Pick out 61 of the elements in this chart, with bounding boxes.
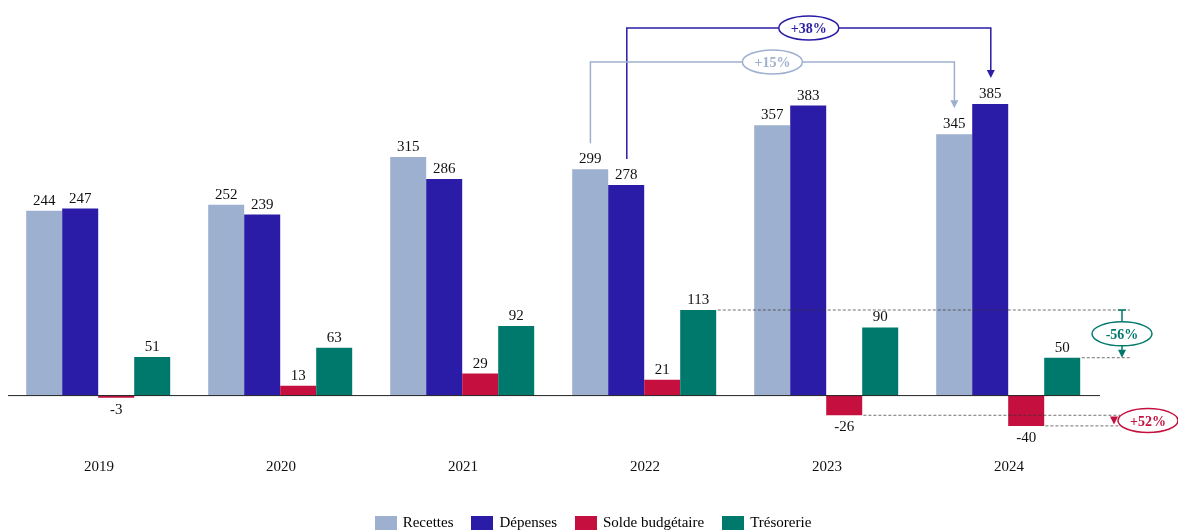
data-label: 299 — [578, 150, 602, 167]
data-label: 13 — [290, 366, 306, 383]
data-label: 50 — [1054, 338, 1070, 355]
x-tick-label: 2024 — [994, 457, 1025, 474]
data-label: -3 — [109, 400, 123, 417]
bar — [280, 385, 317, 396]
data-label: 63 — [326, 328, 342, 345]
legend-label: Recettes — [402, 514, 454, 531]
bar — [390, 157, 427, 396]
text: -56% — [1105, 326, 1139, 342]
legend-label: Solde budgétaire — [602, 514, 705, 531]
x-tick-label: 2019 — [84, 457, 114, 474]
bar — [572, 169, 609, 396]
x-tick-label: 2020 — [266, 457, 296, 474]
bar — [462, 373, 499, 396]
data-label: 383 — [796, 86, 820, 103]
data-label: 315 — [396, 138, 420, 155]
bar — [680, 310, 717, 396]
bar — [62, 208, 99, 396]
data-label: 239 — [250, 195, 274, 212]
legend-label: Trésorerie — [750, 514, 812, 531]
bar — [790, 105, 827, 396]
data-label: 357 — [760, 106, 784, 123]
bar — [134, 356, 171, 396]
bar — [972, 104, 1009, 396]
data-label: 345 — [942, 115, 966, 132]
data-label: -26 — [834, 418, 855, 435]
data-label: -40 — [1016, 428, 1037, 445]
data-label: 113 — [687, 291, 710, 307]
bar — [608, 185, 645, 396]
data-label: 90 — [872, 308, 888, 325]
data-label: 21 — [654, 360, 670, 377]
data-label: 29 — [472, 354, 488, 371]
bar — [862, 327, 899, 396]
text: +15% — [754, 55, 791, 70]
data-label: 252 — [214, 185, 238, 202]
data-label: 385 — [978, 85, 1002, 101]
bar — [498, 325, 535, 396]
data-label: 247 — [68, 189, 92, 206]
legend-label: Dépenses — [499, 514, 557, 531]
bar — [1044, 357, 1081, 396]
bar — [426, 178, 463, 396]
text: +38% — [790, 21, 827, 36]
data-label: 51 — [144, 337, 160, 354]
bar — [244, 214, 281, 396]
data-label: 244 — [32, 191, 56, 208]
x-tick-label: 2022 — [630, 457, 660, 474]
bar — [316, 347, 353, 396]
bar — [826, 395, 863, 416]
x-tick-label: 2023 — [812, 457, 842, 474]
bar — [754, 125, 791, 396]
bar — [208, 204, 245, 396]
text: +52% — [1130, 413, 1166, 429]
bar — [644, 379, 681, 396]
data-label: 92 — [508, 306, 524, 323]
data-label: 278 — [614, 166, 638, 183]
data-label: 286 — [432, 159, 456, 176]
bar — [26, 210, 63, 396]
x-tick-label: 2021 — [448, 457, 478, 474]
bar — [1008, 395, 1045, 426]
bar — [936, 134, 973, 396]
